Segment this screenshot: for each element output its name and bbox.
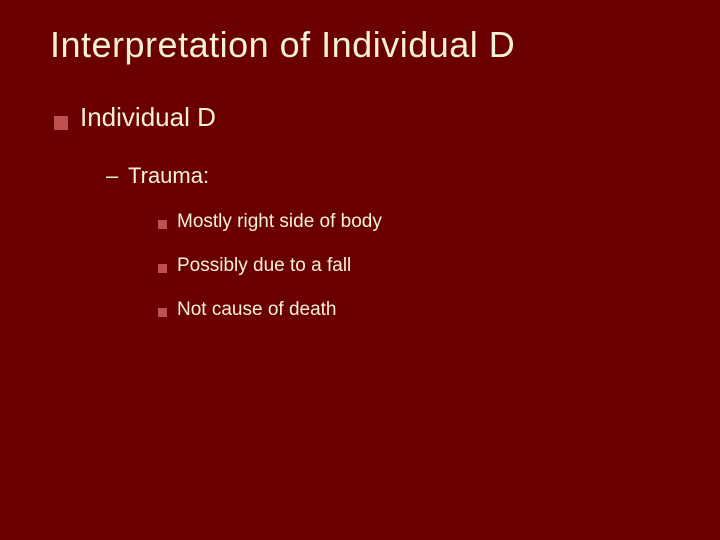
bullet-level3: Not cause of death	[158, 299, 670, 321]
small-square-bullet-icon	[158, 308, 167, 317]
square-bullet-icon	[54, 116, 68, 130]
small-square-bullet-icon	[158, 264, 167, 273]
dash-bullet-icon: –	[106, 163, 120, 189]
level2-text: Trauma:	[128, 163, 209, 189]
level3-text: Not cause of death	[177, 299, 337, 321]
bullet-level3: Mostly right side of body	[158, 211, 670, 233]
small-square-bullet-icon	[158, 220, 167, 229]
level1-text: Individual D	[80, 102, 216, 133]
slide-title: Interpretation of Individual D	[50, 24, 670, 66]
bullet-level3: Possibly due to a fall	[158, 255, 670, 277]
bullet-level2: – Trauma:	[106, 163, 670, 189]
level3-text: Mostly right side of body	[177, 211, 382, 233]
bullet-level1: Individual D	[54, 102, 670, 133]
level3-text: Possibly due to a fall	[177, 255, 351, 277]
slide: Interpretation of Individual D Individua…	[0, 0, 720, 540]
